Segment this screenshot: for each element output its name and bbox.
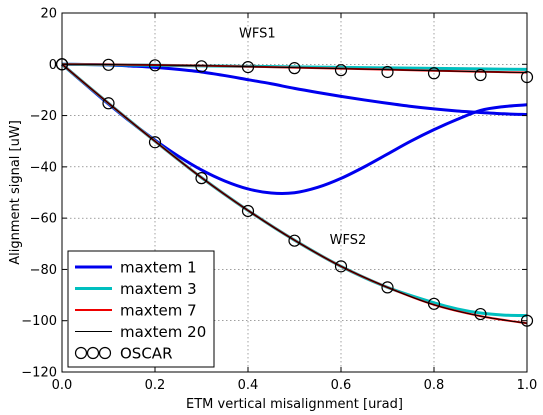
oscar-point (334, 64, 348, 77)
oscar-point (381, 281, 394, 294)
x-tick-label: 1.0 (517, 378, 538, 393)
x-tick-label: 0.6 (331, 378, 352, 393)
y-tick-label: 0 (49, 58, 57, 73)
oscar-markers (55, 58, 534, 327)
y-tick-label: −120 (21, 366, 57, 381)
series-lines (61, 62, 528, 325)
annotation-label: WFS1 (239, 26, 276, 41)
legend-swatch-oscar (74, 346, 88, 360)
oscar-point (427, 297, 441, 310)
y-tick-label: 20 (40, 7, 57, 22)
y-tick-label: −20 (30, 109, 57, 124)
x-tick-label: 0.2 (145, 378, 166, 393)
oscar-point (102, 97, 115, 110)
y-tick-label: −100 (21, 314, 57, 329)
x-axis-label: ETM vertical misalignment [urad] (186, 397, 403, 412)
series-line-maxtem-20 (61, 63, 528, 324)
y-tick-label: −80 (30, 263, 57, 278)
oscar-point (288, 234, 301, 247)
series-line-maxtem-1 (61, 63, 528, 195)
annotation-label: WFS2 (330, 233, 367, 248)
series-line-maxtem-20 (61, 63, 528, 73)
oscar-point (474, 307, 487, 321)
legend-label-maxtem-1: maxtem 1 (120, 259, 197, 277)
oscar-point (102, 58, 115, 71)
x-tick-label: 0.0 (52, 378, 73, 393)
x-tick-label: 0.8 (424, 378, 445, 393)
oscar-point (241, 204, 255, 218)
legend-label-maxtem-7: maxtem 7 (120, 302, 197, 320)
oscar-point (195, 60, 208, 73)
oscar-point (241, 61, 255, 74)
x-tick-label: 0.4 (238, 378, 259, 393)
oscar-point (427, 67, 441, 80)
y-axis-label: Alignment signal [uW] (8, 120, 23, 265)
oscar-point (474, 68, 487, 82)
y-tick-label: −60 (30, 212, 57, 227)
legend-label-maxtem-20: maxtem 20 (120, 323, 206, 341)
legend-label-oscar: OSCAR (120, 345, 173, 363)
oscar-point (334, 260, 348, 273)
oscar-point (288, 62, 301, 75)
legend-swatch-oscar (86, 346, 100, 360)
oscar-point (148, 136, 162, 149)
axis-ticks: 0.0 0.2 0.4 0.6 0.8 1.0 20 0 −20 −40 −60 −80 −100 −12… (21, 7, 537, 394)
plot-frame (61, 12, 528, 373)
oscar-point (381, 65, 394, 79)
oscar-point (148, 59, 162, 72)
legend-swatch-oscar (98, 346, 112, 360)
oscar-point (195, 172, 208, 185)
legend: maxtem 1 maxtem 3 maxtem 7 maxtem 20 OSCAR (67, 250, 215, 368)
legend-label-maxtem-3: maxtem 3 (120, 280, 197, 298)
annotations: WFS1 WFS2 (239, 26, 366, 247)
y-tick-label: −40 (30, 160, 57, 175)
